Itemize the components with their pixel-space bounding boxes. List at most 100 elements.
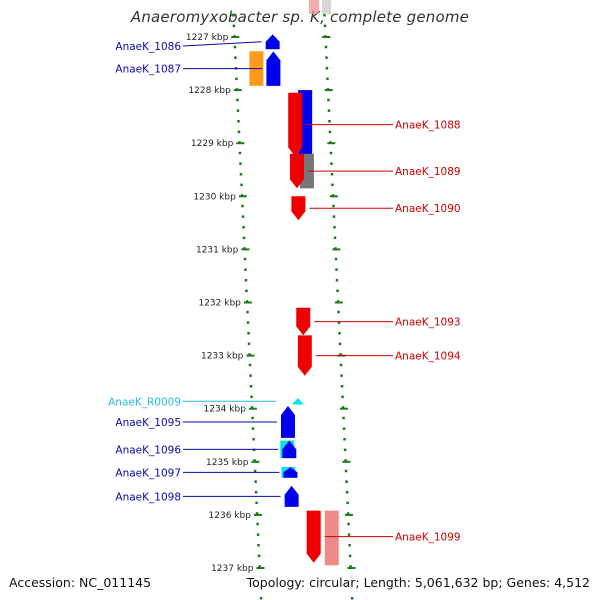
ruler-dot — [344, 469, 348, 473]
ruler-dot — [336, 289, 339, 293]
ruler-dot — [339, 353, 342, 356]
ruler-dot — [342, 416, 345, 420]
ruler-dot — [335, 268, 338, 271]
ruler-dot — [328, 120, 331, 123]
gene-label: AnaeK_1097 — [115, 467, 181, 479]
ruler-dot — [258, 565, 261, 568]
ruler-dot — [241, 204, 244, 208]
ruler-dot — [325, 56, 328, 59]
ruler-dot — [330, 162, 333, 165]
tick-label: 1234 kbp — [204, 405, 247, 415]
map-title: Anaeromyxobacter sp. K, complete genome — [130, 8, 470, 26]
ruler-dot — [341, 406, 345, 409]
ruler-dot — [233, 45, 237, 49]
label-layer: AnaeK_1086 AnaeK_1087 AnaeK_1088 AnaeK_1089… — [108, 41, 461, 544]
ruler-dot — [327, 109, 331, 112]
gene-arrow — [291, 398, 304, 405]
gene-arrow — [288, 92, 303, 157]
ruler-dot — [239, 173, 243, 176]
gene-label: AnaeK_1099 — [395, 532, 461, 544]
gene-arrow — [291, 196, 306, 221]
ruler-dot — [325, 67, 329, 70]
ruler-dot — [333, 236, 337, 240]
ruler-dot — [253, 469, 257, 473]
ruler-dot — [240, 183, 243, 187]
ruler-dot — [252, 448, 256, 452]
ruler-dot — [246, 321, 250, 324]
ruler-dot — [251, 416, 254, 420]
ruler-dot — [236, 109, 240, 112]
gene-label: AnaeK_1089 — [395, 166, 461, 178]
ruler-dot — [328, 130, 332, 134]
tick-label: 1232 kbp — [198, 299, 241, 309]
ruler-dot — [344, 459, 347, 462]
gene-arrow — [284, 485, 299, 507]
ruler-dot — [350, 597, 354, 600]
ruler-dot — [243, 257, 247, 261]
ruler-dot — [332, 204, 335, 208]
ruler-dot — [249, 385, 253, 388]
tick-label: 1233 kbp — [201, 352, 244, 362]
gene-leader-line — [182, 41, 262, 47]
ruler-dot — [327, 98, 330, 102]
ruler-dot — [339, 363, 343, 367]
ruler-dot — [250, 395, 253, 399]
ruler-dot — [237, 120, 240, 123]
ruler-dot — [245, 300, 249, 303]
ruler-dot — [257, 554, 261, 558]
ruler-dot — [343, 448, 347, 452]
gene-label: AnaeK_1096 — [115, 444, 181, 456]
ruler-dot — [333, 226, 336, 229]
gene-label: AnaeK_1090 — [395, 203, 461, 215]
ruler-dot — [248, 363, 252, 367]
tick-label: 1236 kbp — [209, 511, 252, 521]
tick-label: 1230 kbp — [193, 192, 236, 202]
ruler-dot — [242, 236, 246, 240]
gene-arrow — [282, 440, 297, 459]
backbone-layer — [309, 0, 331, 14]
ruler-dot — [324, 45, 328, 49]
ruler-layer: 1227 kbp 1228 kbp 1229 kbp 1230 kbp 1231 kbp… — [186, 14, 356, 600]
ruler-dot — [235, 77, 238, 81]
ruler-dot — [336, 300, 340, 303]
gene-arrow — [283, 467, 298, 478]
gene-label: AnaeK_1095 — [115, 417, 181, 429]
gene-arrow — [296, 307, 311, 336]
ruler-dot — [345, 480, 348, 483]
ruler-dot — [247, 342, 251, 346]
ruler-dot — [254, 480, 257, 483]
gene-arrow — [306, 510, 321, 563]
ruler-dot — [255, 512, 259, 515]
ruler-dot — [245, 289, 248, 293]
tick-label: 1228 kbp — [188, 86, 231, 96]
ruler-dot — [343, 438, 346, 441]
ruler-dot — [340, 385, 344, 388]
gene-label: AnaeK_1094 — [395, 351, 461, 363]
ruler-dot — [334, 257, 338, 261]
ruler-dot — [337, 310, 340, 314]
ruler-dot — [238, 151, 242, 155]
ruler-dot — [259, 597, 263, 600]
ruler-dot — [241, 215, 245, 218]
ruler-dot — [247, 332, 250, 335]
ruler-dot — [342, 427, 346, 430]
ruler-dot — [249, 374, 252, 377]
tick-label: 1235 kbp — [206, 458, 249, 468]
ruler-dot — [348, 544, 351, 547]
top-segment — [309, 0, 319, 14]
tick-label: 1229 kbp — [191, 139, 234, 149]
ruler-dot — [337, 321, 341, 324]
ruler-dot — [250, 406, 254, 409]
gene-arrow — [265, 34, 280, 50]
ruler-dot — [346, 501, 349, 505]
gene-label: AnaeK_1087 — [115, 64, 181, 76]
ruler-dot — [349, 565, 352, 568]
gene-label: AnaeK_1093 — [395, 317, 461, 329]
gene-arrow — [280, 406, 295, 438]
genome-summary-text: Topology: circular; Length: 5,061,632 bp… — [246, 575, 590, 590]
gene-arrow — [297, 335, 312, 376]
ruler-dot — [332, 215, 336, 218]
ruler-dot — [347, 522, 350, 526]
ruler-dot — [340, 374, 343, 377]
ruler-dot — [330, 173, 334, 176]
